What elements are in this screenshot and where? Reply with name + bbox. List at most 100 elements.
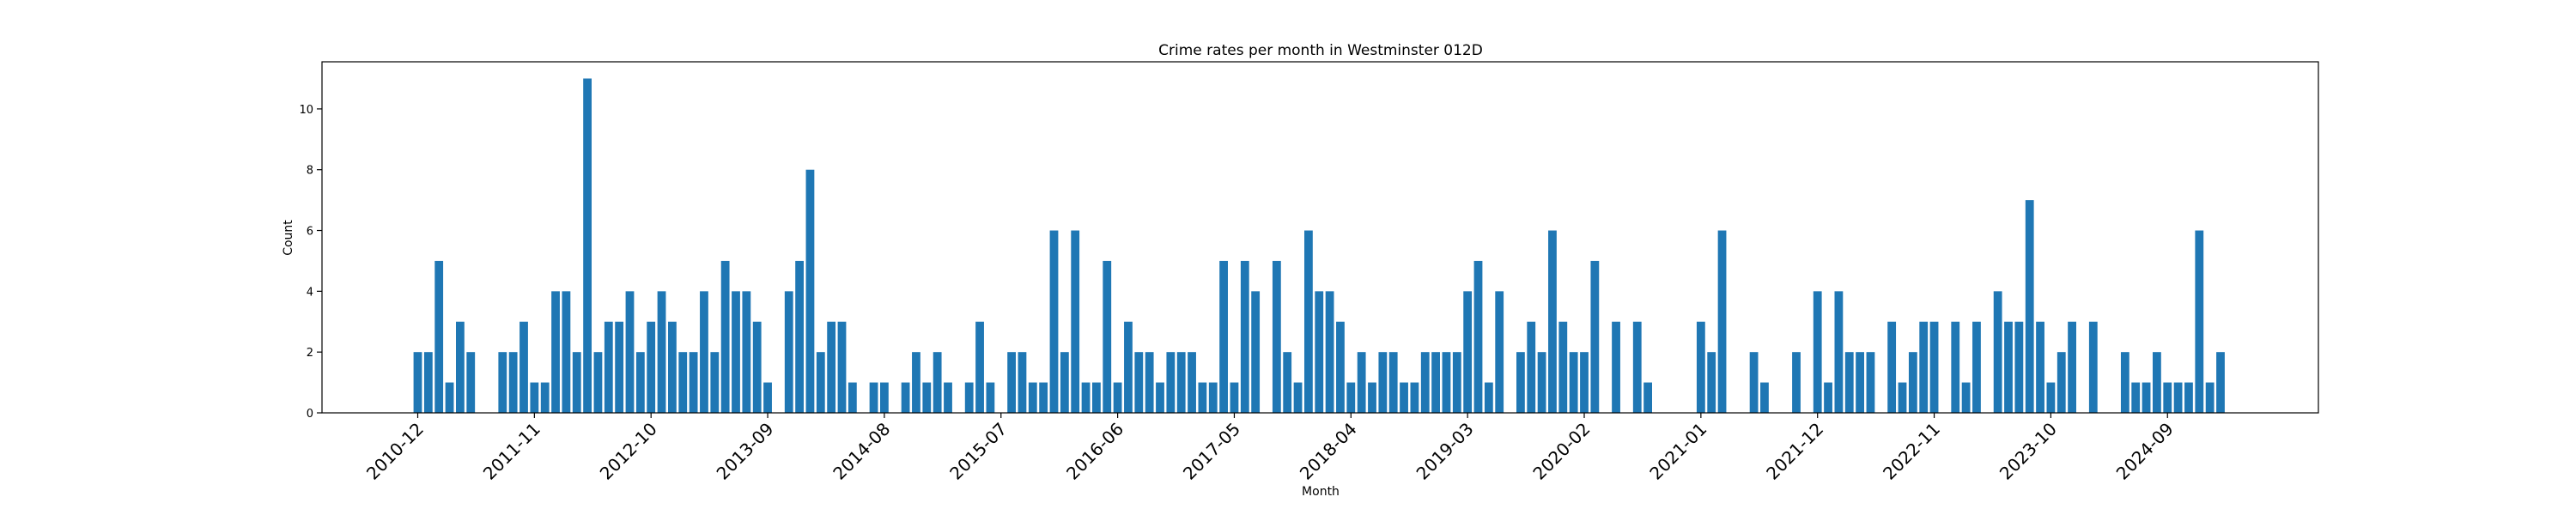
bar: [1400, 382, 1408, 413]
bar: [2004, 321, 2013, 413]
bar: [1866, 352, 1875, 413]
bar: [1134, 352, 1144, 413]
bar: [1156, 382, 1164, 413]
bar: [1569, 352, 1578, 413]
bar: [1028, 382, 1037, 413]
bar: [1580, 352, 1589, 413]
bar: [519, 321, 528, 413]
x-tick-label: 2021-01: [1645, 419, 1710, 484]
bar: [466, 352, 476, 413]
bar: [1198, 382, 1207, 413]
bar: [805, 169, 815, 413]
bar: [2068, 321, 2076, 413]
bar: [1463, 291, 1473, 413]
bar: [1473, 260, 1483, 413]
bar: [912, 352, 920, 413]
x-tick-label: 2010-12: [362, 419, 428, 484]
bar: [1887, 321, 1897, 413]
bar: [720, 260, 730, 413]
bar: [784, 291, 793, 413]
plot-frame: [321, 61, 2319, 414]
bar: [2184, 382, 2193, 413]
bar: [1124, 321, 1133, 413]
x-tick-label: 2023-10: [1996, 419, 2061, 484]
bar: [1707, 352, 1716, 413]
bar: [1420, 352, 1430, 413]
bar: [2046, 382, 2056, 413]
bar: [1378, 352, 1388, 413]
bar: [1049, 230, 1059, 413]
bar: [657, 291, 666, 413]
bar: [1844, 352, 1854, 413]
bar: [1315, 291, 1324, 413]
bar: [2173, 382, 2183, 413]
bar: [1018, 352, 1027, 413]
bar: [1824, 382, 1832, 413]
bar: [1516, 352, 1525, 413]
x-tick-label: 2017-05: [1179, 419, 1244, 484]
bar: [1081, 382, 1091, 413]
y-tick-label: 8: [307, 165, 313, 178]
bar: [763, 382, 772, 413]
x-tick-label: 2024-09: [2112, 419, 2178, 484]
bar: [2153, 352, 2161, 413]
bar: [795, 260, 804, 413]
bar: [615, 321, 624, 413]
bar: [1612, 321, 1620, 413]
bar: [1558, 321, 1568, 413]
bar: [2014, 321, 2024, 413]
bar: [456, 321, 465, 413]
bar: [1495, 291, 1504, 413]
bar: [2142, 382, 2151, 413]
x-tick-label: 2018-04: [1296, 419, 1361, 484]
bar: [1919, 321, 1929, 413]
bar: [1590, 260, 1600, 413]
bar: [1696, 321, 1705, 413]
bar: [848, 382, 857, 413]
x-axis: 2010-12 2011-11 2012-10 2013-09 2014-08 2015-…: [362, 413, 2178, 484]
bar: [986, 382, 995, 413]
y-tick-label: 0: [307, 408, 313, 421]
bar: [1760, 382, 1769, 413]
bar: [498, 352, 507, 413]
bar: [647, 321, 656, 413]
bar: [689, 352, 698, 413]
x-tick-label: 2012-10: [596, 419, 661, 484]
bar: [1548, 230, 1557, 413]
bar: [1293, 382, 1303, 413]
bar: [837, 321, 847, 413]
bar: [1834, 291, 1844, 413]
bar: [1951, 321, 1960, 413]
bar: [593, 352, 603, 413]
y-tick-label: 2: [307, 347, 313, 360]
bar: [1039, 382, 1048, 413]
bar: [752, 321, 762, 413]
bar: [540, 382, 550, 413]
bar: [445, 382, 454, 413]
bar: [827, 321, 836, 413]
bar: [1071, 230, 1080, 413]
bar: [1632, 321, 1642, 413]
bar: [2131, 382, 2141, 413]
bar: [1219, 260, 1228, 413]
bar: [413, 352, 422, 413]
bar: [1283, 352, 1292, 413]
bar: [816, 352, 825, 413]
bar: [1452, 352, 1461, 413]
bar: [1972, 321, 1981, 413]
x-tick-label: 2011-11: [479, 419, 544, 484]
bar: [434, 260, 444, 413]
bar: [2057, 352, 2066, 413]
bar: [1388, 352, 1398, 413]
bar: [1929, 321, 1939, 413]
bar: [975, 321, 984, 413]
x-tick-label: 2022-11: [1879, 419, 1944, 484]
y-tick-label: 6: [307, 226, 313, 239]
bar: [508, 352, 518, 413]
bar: [1431, 352, 1440, 413]
bar: [668, 321, 677, 413]
y-axis: 0 2 4 6 8 10: [299, 104, 322, 421]
bar: [2195, 230, 2204, 413]
bar: [1357, 352, 1366, 413]
bar: [2120, 352, 2129, 413]
